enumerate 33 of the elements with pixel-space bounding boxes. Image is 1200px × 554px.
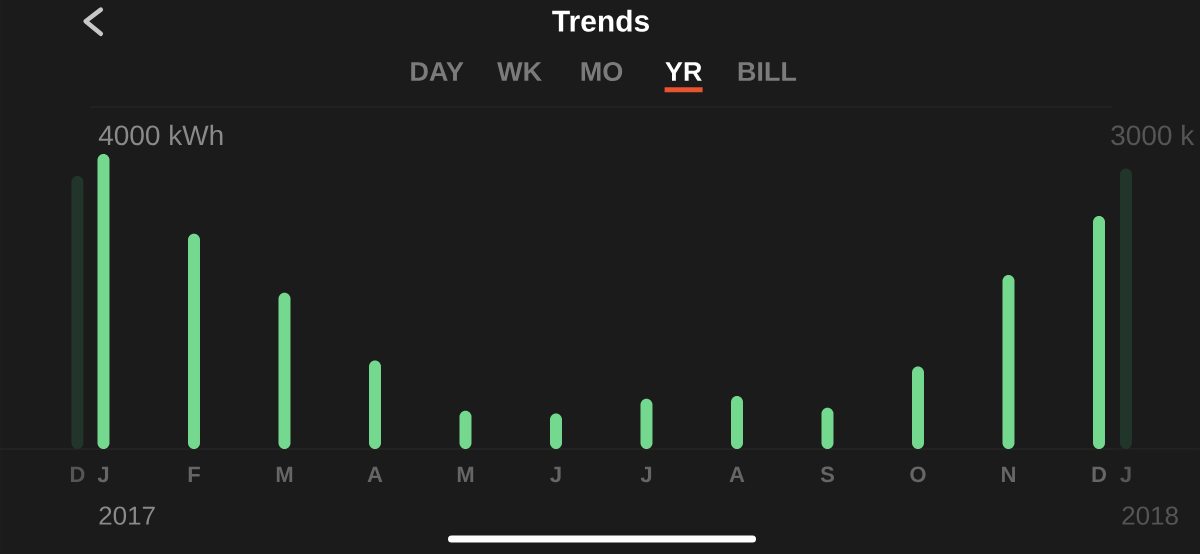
- x-tick-label: D: [1092, 466, 1107, 482]
- x-tick-label: F: [188, 466, 200, 482]
- bar: [187, 233, 200, 449]
- text: YR: [665, 62, 702, 81]
- x-tick-label: J: [550, 466, 561, 483]
- bar: [911, 366, 924, 449]
- x-tick-label: M: [457, 466, 474, 482]
- y-axis-title: 3000 k: [1111, 124, 1195, 146]
- x-tick-label: S: [820, 466, 834, 483]
- x-tick-label: J: [1120, 466, 1131, 483]
- x-tick-label: J: [640, 466, 652, 483]
- bar: [640, 398, 653, 449]
- bar: [1092, 215, 1105, 449]
- x-tick-label: A: [729, 466, 745, 482]
- text: BILL: [738, 62, 797, 81]
- x-tick-label: N: [1002, 466, 1015, 482]
- bar: [1002, 274, 1015, 449]
- y-axis-title: 4000 kWh: [98, 124, 223, 146]
- chart-title: Trends: [552, 9, 649, 32]
- bar: [368, 360, 381, 449]
- bar: [278, 292, 291, 449]
- x-tick-label: O: [910, 466, 926, 483]
- bar: [730, 395, 743, 449]
- x-tick-label: J: [97, 466, 109, 483]
- x-tick-label: D: [70, 466, 85, 482]
- x-axis-title: 2017: [99, 506, 155, 525]
- x-tick-label: M: [276, 466, 293, 482]
- bar: [97, 153, 110, 449]
- text: DAY: [411, 62, 464, 81]
- x-axis-title: 2018: [1122, 506, 1178, 525]
- text: WK: [497, 62, 542, 81]
- text: MO: [581, 61, 623, 82]
- x-tick-label: A: [367, 466, 383, 482]
